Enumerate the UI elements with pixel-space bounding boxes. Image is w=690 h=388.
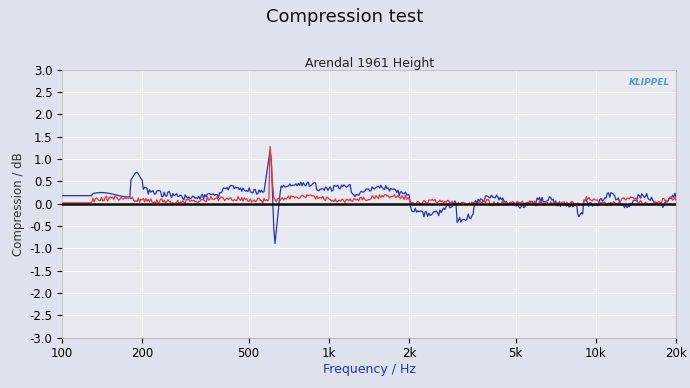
96dB — [271, 241, 279, 246]
Line: 96dB: 96dB — [62, 150, 676, 244]
86dB — [660, 196, 668, 201]
X-axis label: Frequency / Hz: Frequency / Hz — [323, 363, 415, 376]
Title: Arendal 1961 Height: Arendal 1961 Height — [304, 57, 434, 70]
86dB — [355, 199, 363, 203]
76dB SPL (ref) — [424, 201, 432, 206]
96dB — [660, 203, 668, 208]
86dB — [672, 198, 680, 203]
96dB — [266, 148, 274, 152]
76dB SPL (ref) — [391, 201, 399, 206]
96dB — [356, 191, 364, 196]
86dB — [391, 195, 400, 200]
Text: Compression test: Compression test — [266, 8, 424, 26]
76dB SPL (ref) — [658, 201, 666, 206]
86dB — [266, 144, 274, 149]
Y-axis label: Compression / dB: Compression / dB — [12, 152, 26, 256]
Text: KLIPPEL: KLIPPEL — [629, 78, 670, 87]
96dB — [352, 192, 360, 197]
96dB — [58, 193, 66, 198]
86dB — [532, 204, 540, 208]
76dB SPL (ref) — [350, 201, 358, 206]
86dB — [58, 201, 66, 205]
96dB — [426, 213, 434, 218]
76dB SPL (ref) — [561, 201, 569, 206]
76dB SPL (ref) — [353, 201, 362, 206]
96dB — [672, 195, 680, 200]
86dB — [564, 201, 572, 206]
96dB — [393, 190, 401, 195]
76dB SPL (ref) — [672, 201, 680, 206]
96dB — [564, 202, 572, 207]
Line: 86dB: 86dB — [62, 146, 676, 206]
76dB SPL (ref) — [58, 201, 66, 206]
86dB — [425, 197, 433, 202]
86dB — [351, 197, 359, 201]
